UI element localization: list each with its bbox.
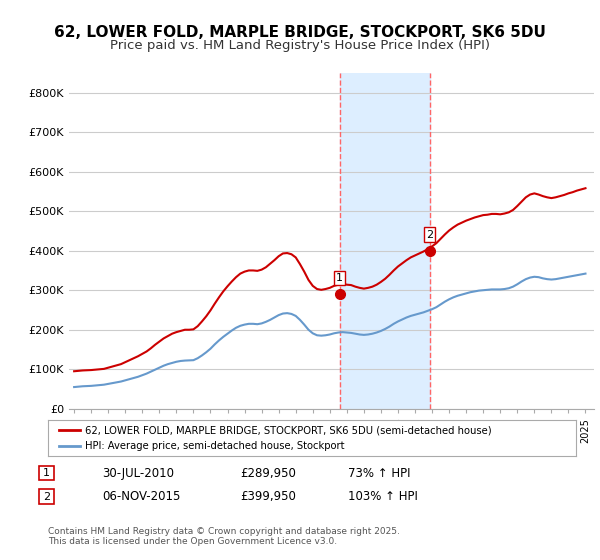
Text: 62, LOWER FOLD, MARPLE BRIDGE, STOCKPORT, SK6 5DU (semi-detached house): 62, LOWER FOLD, MARPLE BRIDGE, STOCKPORT…: [85, 425, 491, 435]
Text: Price paid vs. HM Land Registry's House Price Index (HPI): Price paid vs. HM Land Registry's House …: [110, 39, 490, 52]
Text: 103% ↑ HPI: 103% ↑ HPI: [348, 490, 418, 503]
Text: 30-JUL-2010: 30-JUL-2010: [102, 466, 174, 480]
Text: 2: 2: [43, 492, 50, 502]
Text: Contains HM Land Registry data © Crown copyright and database right 2025.
This d: Contains HM Land Registry data © Crown c…: [48, 526, 400, 546]
Text: 2: 2: [426, 230, 433, 240]
Text: 1: 1: [43, 468, 50, 478]
Bar: [340, 73, 430, 409]
Text: £399,950: £399,950: [240, 490, 296, 503]
Text: £289,950: £289,950: [240, 466, 296, 480]
Text: 62, LOWER FOLD, MARPLE BRIDGE, STOCKPORT, SK6 5DU: 62, LOWER FOLD, MARPLE BRIDGE, STOCKPORT…: [54, 25, 546, 40]
Text: 73% ↑ HPI: 73% ↑ HPI: [348, 466, 410, 480]
Text: 1: 1: [336, 273, 343, 283]
Text: 06-NOV-2015: 06-NOV-2015: [102, 490, 181, 503]
Text: HPI: Average price, semi-detached house, Stockport: HPI: Average price, semi-detached house,…: [85, 441, 344, 451]
